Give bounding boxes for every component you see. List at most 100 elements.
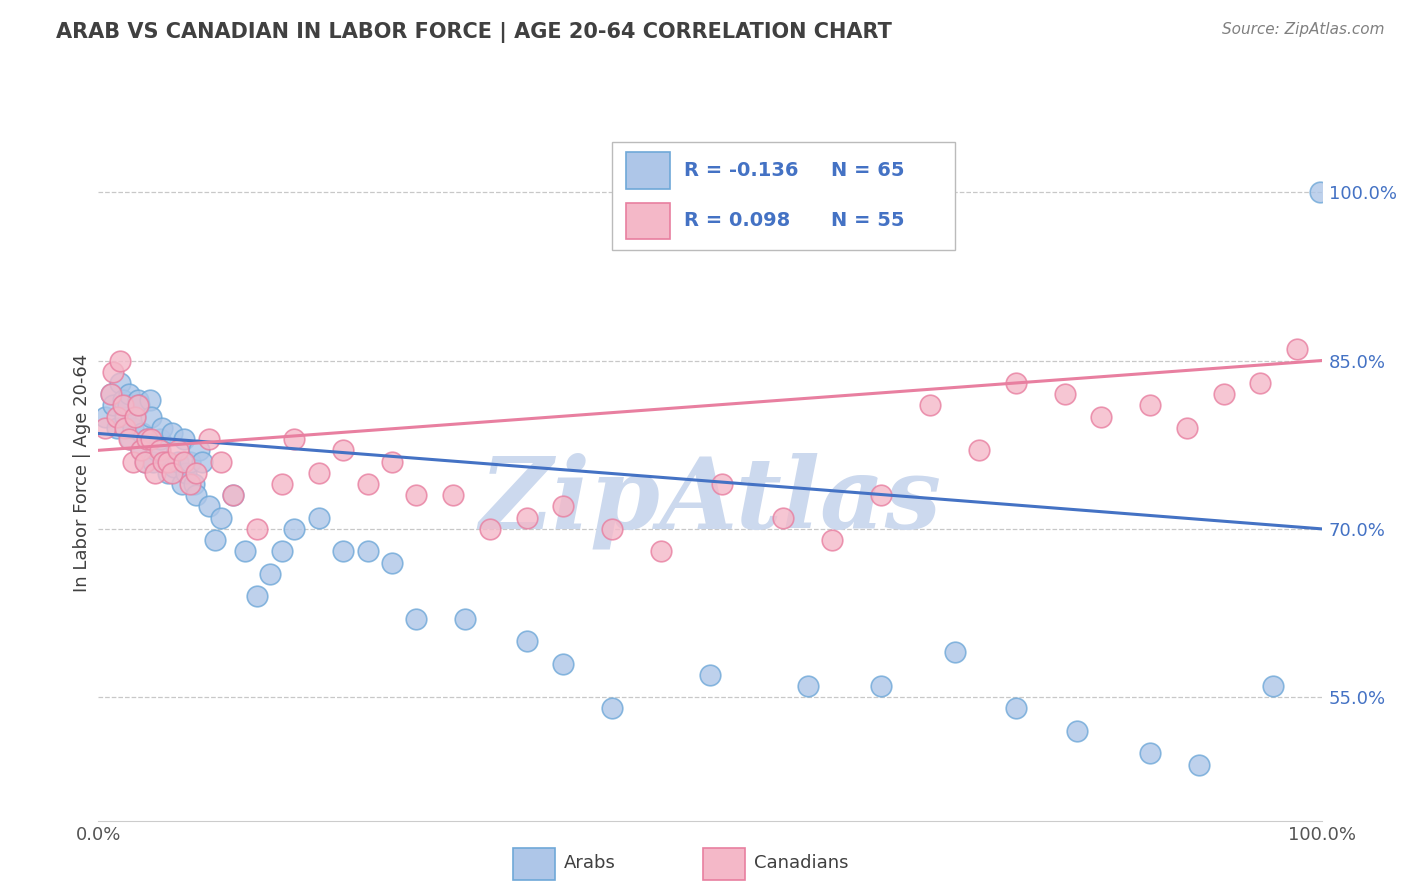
Point	[134, 454, 156, 468]
Point	[454, 612, 477, 626]
Point	[179, 454, 201, 468]
Point	[870, 679, 893, 693]
Point	[1261, 679, 1284, 693]
Point	[222, 488, 245, 502]
Point	[110, 353, 132, 368]
Point	[821, 533, 844, 547]
Point	[93, 409, 115, 424]
Point	[259, 566, 281, 581]
Point	[246, 522, 269, 536]
Point	[1066, 723, 1088, 738]
Text: N = 65: N = 65	[831, 161, 905, 180]
Point	[124, 409, 146, 424]
Point	[332, 443, 354, 458]
Point	[283, 522, 305, 536]
Point	[515, 634, 537, 648]
Point	[1212, 387, 1234, 401]
Point	[111, 399, 134, 413]
Point	[270, 544, 294, 558]
Point	[163, 460, 186, 475]
Point	[187, 443, 209, 458]
Point	[1004, 376, 1026, 390]
Point	[101, 399, 124, 413]
Text: ZipAtlas: ZipAtlas	[479, 452, 941, 549]
Point	[160, 466, 183, 480]
Point	[157, 454, 180, 468]
Point	[441, 488, 464, 502]
Point	[356, 544, 378, 558]
Point	[160, 426, 183, 441]
Point	[1175, 421, 1198, 435]
Point	[110, 376, 132, 390]
Point	[1090, 409, 1112, 424]
Point	[111, 392, 134, 407]
Point	[170, 477, 193, 491]
Point	[332, 544, 354, 558]
Point	[101, 365, 124, 379]
Point	[699, 667, 721, 681]
Text: ARAB VS CANADIAN IN LABOR FORCE | AGE 20-64 CORRELATION CHART: ARAB VS CANADIAN IN LABOR FORCE | AGE 20…	[56, 22, 893, 44]
Point	[405, 488, 427, 502]
Point	[176, 466, 198, 480]
Point	[186, 466, 208, 480]
Point	[381, 454, 404, 468]
Point	[405, 612, 427, 626]
Point	[139, 432, 162, 446]
Text: N = 55: N = 55	[831, 211, 905, 230]
Point	[209, 510, 232, 524]
Point	[114, 409, 136, 424]
Point	[204, 533, 226, 547]
Point	[553, 500, 575, 514]
Point	[134, 454, 156, 468]
Point	[1188, 757, 1211, 772]
Bar	[626, 202, 671, 239]
Text: R = -0.136: R = -0.136	[685, 161, 799, 180]
Point	[1004, 701, 1026, 715]
Point	[222, 488, 245, 502]
Point	[155, 454, 177, 468]
Point	[920, 399, 942, 413]
Point	[870, 488, 893, 502]
Point	[515, 510, 537, 524]
Text: Canadians: Canadians	[754, 854, 848, 872]
Point	[1286, 343, 1309, 357]
Point	[143, 466, 166, 480]
Point	[1139, 399, 1161, 413]
Point	[149, 443, 172, 458]
Point	[127, 392, 149, 407]
Point	[381, 556, 404, 570]
Point	[167, 443, 190, 458]
Point	[139, 392, 162, 407]
Point	[124, 409, 146, 424]
Point	[121, 421, 143, 435]
Point	[136, 432, 159, 446]
Point	[308, 466, 330, 480]
Point	[600, 701, 623, 715]
Point	[93, 421, 115, 435]
Point	[118, 387, 141, 401]
Point	[246, 589, 269, 603]
Point	[173, 454, 195, 468]
Point	[100, 387, 122, 401]
Point	[173, 432, 195, 446]
Y-axis label: In Labor Force | Age 20-64: In Labor Force | Age 20-64	[73, 353, 91, 592]
Point	[553, 657, 575, 671]
Point	[1309, 185, 1331, 199]
Point	[197, 432, 219, 446]
Point	[142, 454, 165, 468]
Point	[150, 421, 173, 435]
Point	[197, 500, 219, 514]
FancyBboxPatch shape	[612, 143, 955, 250]
Point	[233, 544, 256, 558]
Point	[105, 409, 128, 424]
Point	[270, 477, 294, 491]
Point	[186, 488, 208, 502]
Point	[129, 443, 152, 458]
Point	[145, 443, 167, 458]
Point	[183, 477, 205, 491]
Point	[118, 432, 141, 446]
Bar	[626, 152, 671, 188]
Point	[600, 522, 623, 536]
Point	[179, 477, 201, 491]
Point	[943, 645, 966, 659]
